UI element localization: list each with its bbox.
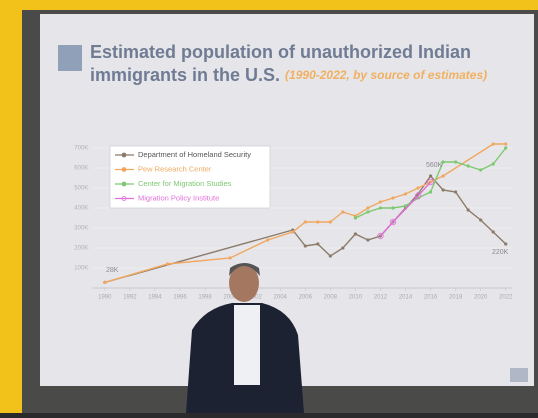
legend-marker xyxy=(122,168,126,172)
chart-subtitle: (1990-2022, by source of estimates) xyxy=(285,68,487,82)
legend-marker xyxy=(122,153,126,157)
x-tick-label: 2020 xyxy=(474,295,488,301)
title-square xyxy=(58,45,82,71)
x-tick-label: 2004 xyxy=(274,295,288,301)
data-point xyxy=(341,210,344,213)
annotation: 560K xyxy=(426,162,443,169)
data-point xyxy=(266,238,269,241)
legend-label: Pew Research Center xyxy=(138,164,212,173)
legend-label: Department of Homeland Security xyxy=(138,150,251,159)
x-tick-label: 1996 xyxy=(173,295,187,301)
y-tick-label: 300K xyxy=(74,226,88,232)
data-point xyxy=(304,244,307,247)
data-point xyxy=(379,200,382,203)
data-point xyxy=(316,242,319,245)
data-point xyxy=(492,230,495,233)
data-point xyxy=(504,142,507,145)
page: Estimated population of unauthorized Ind… xyxy=(0,0,538,413)
y-tick-label: 600K xyxy=(74,166,88,172)
data-point xyxy=(366,206,369,209)
annotation: 28K xyxy=(106,267,119,274)
x-tick-label: 2016 xyxy=(424,295,438,301)
data-point xyxy=(354,216,357,219)
data-point xyxy=(467,164,470,167)
speaker-shirt xyxy=(234,305,260,385)
data-point xyxy=(166,262,169,265)
x-tick-label: 1994 xyxy=(148,295,162,301)
data-point xyxy=(416,186,419,189)
x-tick-label: 2012 xyxy=(374,295,388,301)
data-point xyxy=(316,220,319,223)
data-point xyxy=(492,142,495,145)
legend-marker xyxy=(122,182,126,186)
data-point xyxy=(379,206,382,209)
x-tick-label: 1990 xyxy=(98,295,112,301)
data-point xyxy=(366,238,369,241)
y-tick-label: 400K xyxy=(74,206,88,212)
y-tick-label: 100K xyxy=(74,266,88,272)
legend-label: Migration Policy Institute xyxy=(138,193,219,202)
data-point xyxy=(441,188,444,191)
data-point xyxy=(479,218,482,221)
chart-title: Estimated population of unauthorized Ind… xyxy=(90,42,471,62)
x-tick-label: 2018 xyxy=(449,295,463,301)
data-point xyxy=(341,246,344,249)
data-point xyxy=(454,190,457,193)
frame-top xyxy=(0,0,538,10)
annotation: 220K xyxy=(492,249,509,256)
data-point xyxy=(329,254,332,257)
data-point xyxy=(304,220,307,223)
data-point xyxy=(441,174,444,177)
y-tick-label: 700K xyxy=(74,146,88,152)
data-point xyxy=(103,281,106,284)
y-tick-label: 200K xyxy=(74,246,88,252)
x-tick-label: 2008 xyxy=(324,295,338,301)
data-point xyxy=(454,160,457,163)
page-badge xyxy=(510,368,528,382)
chart-title-line2: immigrants in the U.S. (1990-2022, by so… xyxy=(90,65,487,85)
x-tick-label: 2022 xyxy=(499,295,513,301)
data-point xyxy=(492,162,495,165)
frame-left xyxy=(0,0,22,413)
x-tick-label: 2010 xyxy=(349,295,363,301)
data-point xyxy=(479,168,482,171)
data-point xyxy=(354,232,357,235)
data-point xyxy=(429,174,432,177)
data-point xyxy=(467,208,470,211)
data-point xyxy=(329,220,332,223)
y-tick-label: 500K xyxy=(74,186,88,192)
x-tick-label: 2014 xyxy=(399,295,413,301)
x-tick-label: 1992 xyxy=(123,295,137,301)
data-point xyxy=(291,230,294,233)
data-point xyxy=(391,206,394,209)
data-point xyxy=(429,190,432,193)
data-point xyxy=(366,210,369,213)
legend-label: Center for Migration Studies xyxy=(138,179,232,188)
data-point xyxy=(404,192,407,195)
x-tick-label: 1998 xyxy=(198,295,212,301)
data-point xyxy=(229,256,232,259)
x-tick-label: 2006 xyxy=(299,295,313,301)
photo: Estimated population of unauthorized Ind… xyxy=(0,0,538,413)
data-point xyxy=(504,146,507,149)
data-point xyxy=(391,196,394,199)
data-point xyxy=(504,242,507,245)
